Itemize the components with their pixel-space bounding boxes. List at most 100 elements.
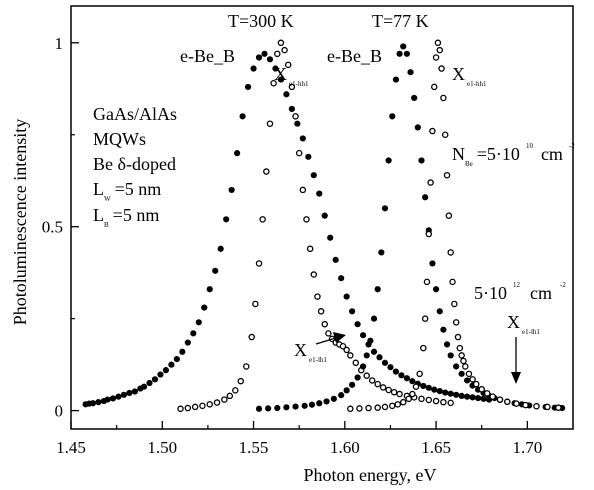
x-tick-label: 1.55 (239, 438, 269, 457)
data-point-series-1 (458, 392, 465, 399)
data-point-series-1 (228, 186, 235, 194)
data-point-series-2 (317, 308, 325, 315)
data-point-series-1 (151, 376, 159, 383)
data-point-series-2 (213, 399, 221, 406)
data-point-series-4 (436, 46, 443, 54)
data-point-series-2 (363, 372, 370, 379)
nbe-sub: Be (465, 160, 473, 168)
data-point-series-4 (365, 404, 372, 412)
data-point-series-2 (266, 120, 274, 127)
data-point-series-4 (458, 352, 465, 359)
x-tick-label: 1.60 (330, 438, 360, 457)
data-point-series-3 (330, 395, 337, 402)
data-point-series-4 (427, 179, 434, 186)
data-point-series-1 (223, 216, 230, 223)
data-point-series-1 (140, 383, 148, 390)
data-point-series-3 (354, 374, 361, 381)
data-point-series-1 (179, 348, 186, 355)
lw-main: L (93, 179, 104, 199)
data-point-series-1 (239, 113, 246, 120)
data-point-series-4 (381, 403, 389, 411)
data-point-series-2 (390, 388, 398, 396)
data-point-series-1 (206, 286, 213, 293)
dose2-unit: cm (530, 283, 552, 303)
data-point-series-1 (95, 399, 102, 406)
label-t77: T=77 K (372, 11, 429, 31)
data-point-series-4 (483, 390, 491, 397)
nbe-exp: 10 (526, 142, 534, 150)
x-tick-label: 1.50 (147, 438, 177, 457)
data-point-series-2 (396, 390, 403, 398)
data-point-series-2 (325, 330, 332, 337)
data-point-series-4 (409, 390, 416, 398)
data-point-series-1 (212, 267, 219, 274)
data-point-series-2 (374, 380, 381, 388)
data-point-series-2 (425, 396, 433, 404)
data-point-series-4 (438, 65, 445, 72)
data-point-series-1 (89, 400, 97, 407)
data-point-series-3 (453, 363, 460, 370)
data-point-series-2 (292, 113, 299, 120)
data-point-series-3 (418, 157, 425, 164)
data-point-series-1 (184, 339, 191, 346)
data-point-series-2 (226, 392, 234, 400)
data-point-series-1 (321, 212, 328, 219)
well-width-label: LW =5 nm (93, 179, 161, 203)
sample-line-2: MQWs (93, 129, 146, 149)
data-point-series-4 (440, 94, 447, 102)
data-point-series-1 (195, 319, 202, 326)
data-point-series-1 (453, 391, 460, 398)
data-point-series-2 (263, 168, 270, 175)
data-point-series-4 (489, 393, 496, 400)
data-point-series-1 (370, 348, 378, 355)
data-point-series-2 (299, 186, 307, 194)
x-hh-sub-text: e1-hh1 (467, 80, 487, 88)
data-point-series-3 (447, 352, 454, 359)
x-main-text: X (507, 312, 520, 332)
data-point-series-4 (496, 396, 504, 403)
data-point-series-1 (409, 378, 416, 385)
data-point-series-2 (347, 352, 354, 359)
x-tick-label: 1.65 (421, 438, 451, 457)
data-point-series-1 (146, 379, 153, 387)
data-point-series-2 (418, 395, 425, 403)
data-point-series-1 (250, 65, 257, 72)
doping-nbe-label: NBe =5·10 10 cm -2 (452, 142, 575, 168)
data-point-series-1 (283, 91, 290, 98)
data-point-series-1 (109, 395, 117, 402)
data-point-series-3 (400, 43, 407, 50)
data-point-series-3 (392, 76, 400, 83)
data-point-series-3 (414, 124, 421, 131)
y-tick-label: 1 (55, 34, 64, 53)
data-point-series-1 (244, 83, 252, 91)
data-point-series-2 (270, 79, 277, 87)
data-point-series-2 (306, 245, 314, 253)
data-point-series-4 (374, 404, 381, 411)
data-point-series-4 (421, 315, 429, 322)
lb-val: =5 nm (113, 205, 160, 225)
data-point-series-4 (544, 403, 551, 411)
data-point-series-1 (376, 354, 383, 361)
label-ebeb-77k: e-Be_B (327, 46, 382, 66)
data-point-series-1 (120, 391, 128, 398)
data-point-series-1 (162, 367, 170, 374)
data-point-series-4 (429, 127, 436, 135)
data-point-series-4 (469, 376, 476, 383)
data-point-series-2 (352, 359, 360, 367)
data-point-series-4 (465, 370, 473, 378)
data-point-series-1 (464, 393, 471, 400)
data-point-series-4 (447, 249, 454, 256)
data-point-series-1 (316, 190, 323, 197)
x-main-text: X (294, 340, 307, 360)
data-point-series-3 (283, 404, 290, 411)
data-point-series-4 (389, 402, 396, 410)
data-point-series-2 (199, 402, 206, 410)
data-point-series-4 (445, 212, 453, 219)
lb-sub: B (104, 221, 109, 229)
data-point-series-4 (513, 400, 520, 407)
data-point-series-1 (403, 375, 410, 382)
data-point-series-4 (504, 398, 511, 406)
data-point-series-1 (398, 372, 405, 379)
